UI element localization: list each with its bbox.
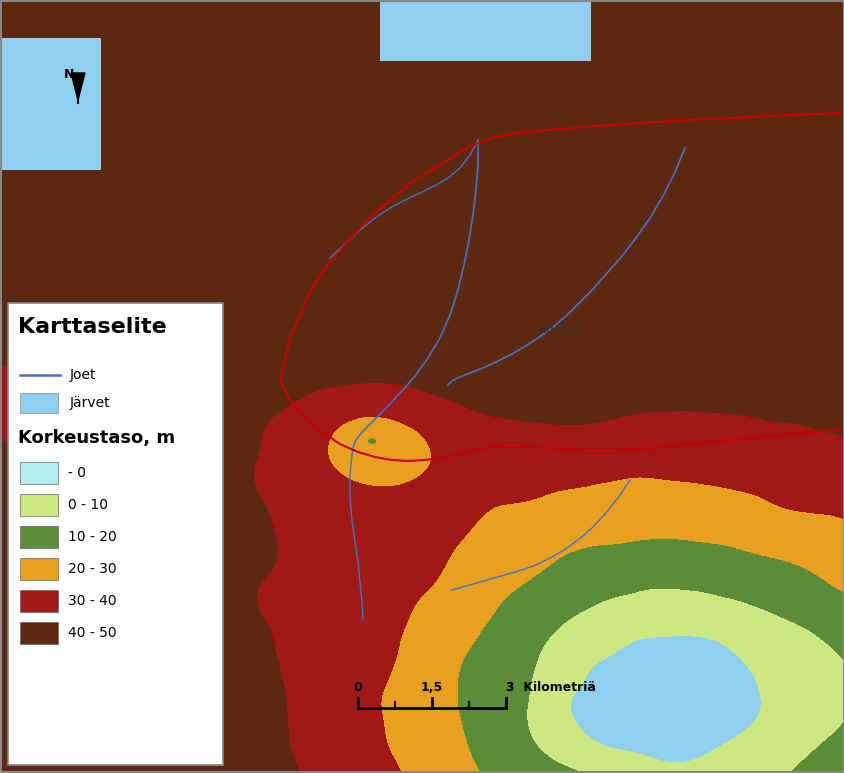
Text: Järvet: Järvet — [70, 396, 111, 410]
Text: 0: 0 — [353, 681, 362, 694]
Text: 3  Kilometriä: 3 Kilometriä — [506, 681, 595, 694]
Bar — [20, 590, 58, 612]
Text: 30 - 40: 30 - 40 — [68, 594, 116, 608]
Text: 0 - 10: 0 - 10 — [68, 498, 108, 512]
Bar — [20, 494, 58, 516]
Bar — [20, 526, 58, 548]
Text: Karttaselite: Karttaselite — [18, 317, 166, 337]
Text: N: N — [64, 68, 74, 81]
Bar — [20, 622, 58, 644]
Bar — [20, 393, 58, 413]
Bar — [8, 303, 223, 765]
Bar — [20, 558, 58, 580]
Text: Joet: Joet — [70, 368, 96, 382]
Bar — [20, 462, 58, 484]
Text: Korkeustaso, m: Korkeustaso, m — [18, 429, 175, 447]
Text: 40 - 50: 40 - 50 — [68, 626, 116, 640]
Text: 1,5: 1,5 — [420, 681, 442, 694]
Text: 81.020: 81.020 — [541, 325, 577, 335]
Text: - 0: - 0 — [68, 466, 86, 480]
Polygon shape — [71, 73, 85, 100]
Text: 20 - 30: 20 - 30 — [68, 562, 116, 576]
Text: 10 - 20: 10 - 20 — [68, 530, 116, 544]
